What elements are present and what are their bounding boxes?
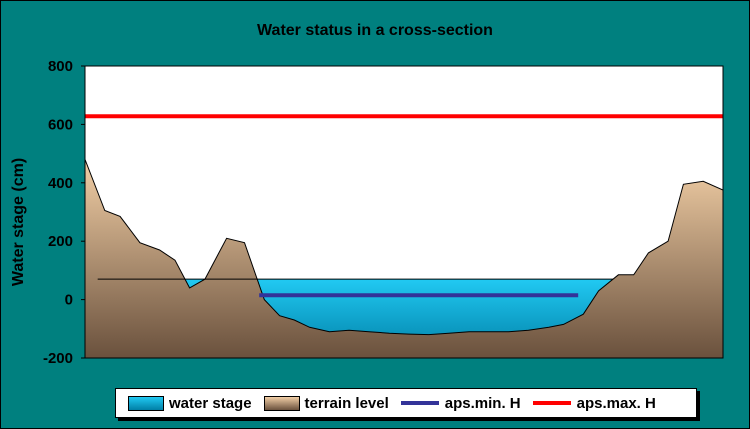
y-axis: -200 0 200 400 600 800 — [43, 58, 85, 367]
y-tick-label: 400 — [48, 175, 73, 192]
chart-title: Water status in a cross-section — [257, 22, 493, 39]
y-tick-label: 0 — [65, 292, 73, 309]
legend-label-aps-min: aps.min. H — [444, 394, 521, 412]
legend-label-terrain-level: terrain level — [304, 394, 389, 412]
legend-item-aps-min: aps.min. H — [400, 394, 521, 412]
legend: water stage terrain level aps.min. H aps… — [115, 388, 697, 418]
legend-item-aps-max: aps.max. H — [532, 394, 656, 412]
terrain-level-area — [85, 159, 723, 358]
legend-label-aps-max: aps.max. H — [576, 394, 656, 412]
legend-swatch-water-stage — [128, 395, 164, 411]
legend-swatch-terrain-level — [263, 395, 300, 411]
legend-item-terrain-level: terrain level — [263, 394, 389, 412]
legend-swatch-aps-max — [532, 401, 571, 405]
plot-border — [84, 65, 724, 359]
legend-label-water-stage: water stage — [169, 394, 252, 412]
y-axis-title: Water stage (cm) — [10, 157, 27, 287]
y-tick-label: 800 — [48, 58, 73, 75]
legend-item-water-stage: water stage — [128, 395, 252, 412]
legend-swatch-aps-min — [400, 401, 439, 405]
y-tick-label: 600 — [48, 116, 73, 133]
y-tick-label: 200 — [48, 233, 73, 250]
y-tick-label: -200 — [43, 350, 73, 367]
